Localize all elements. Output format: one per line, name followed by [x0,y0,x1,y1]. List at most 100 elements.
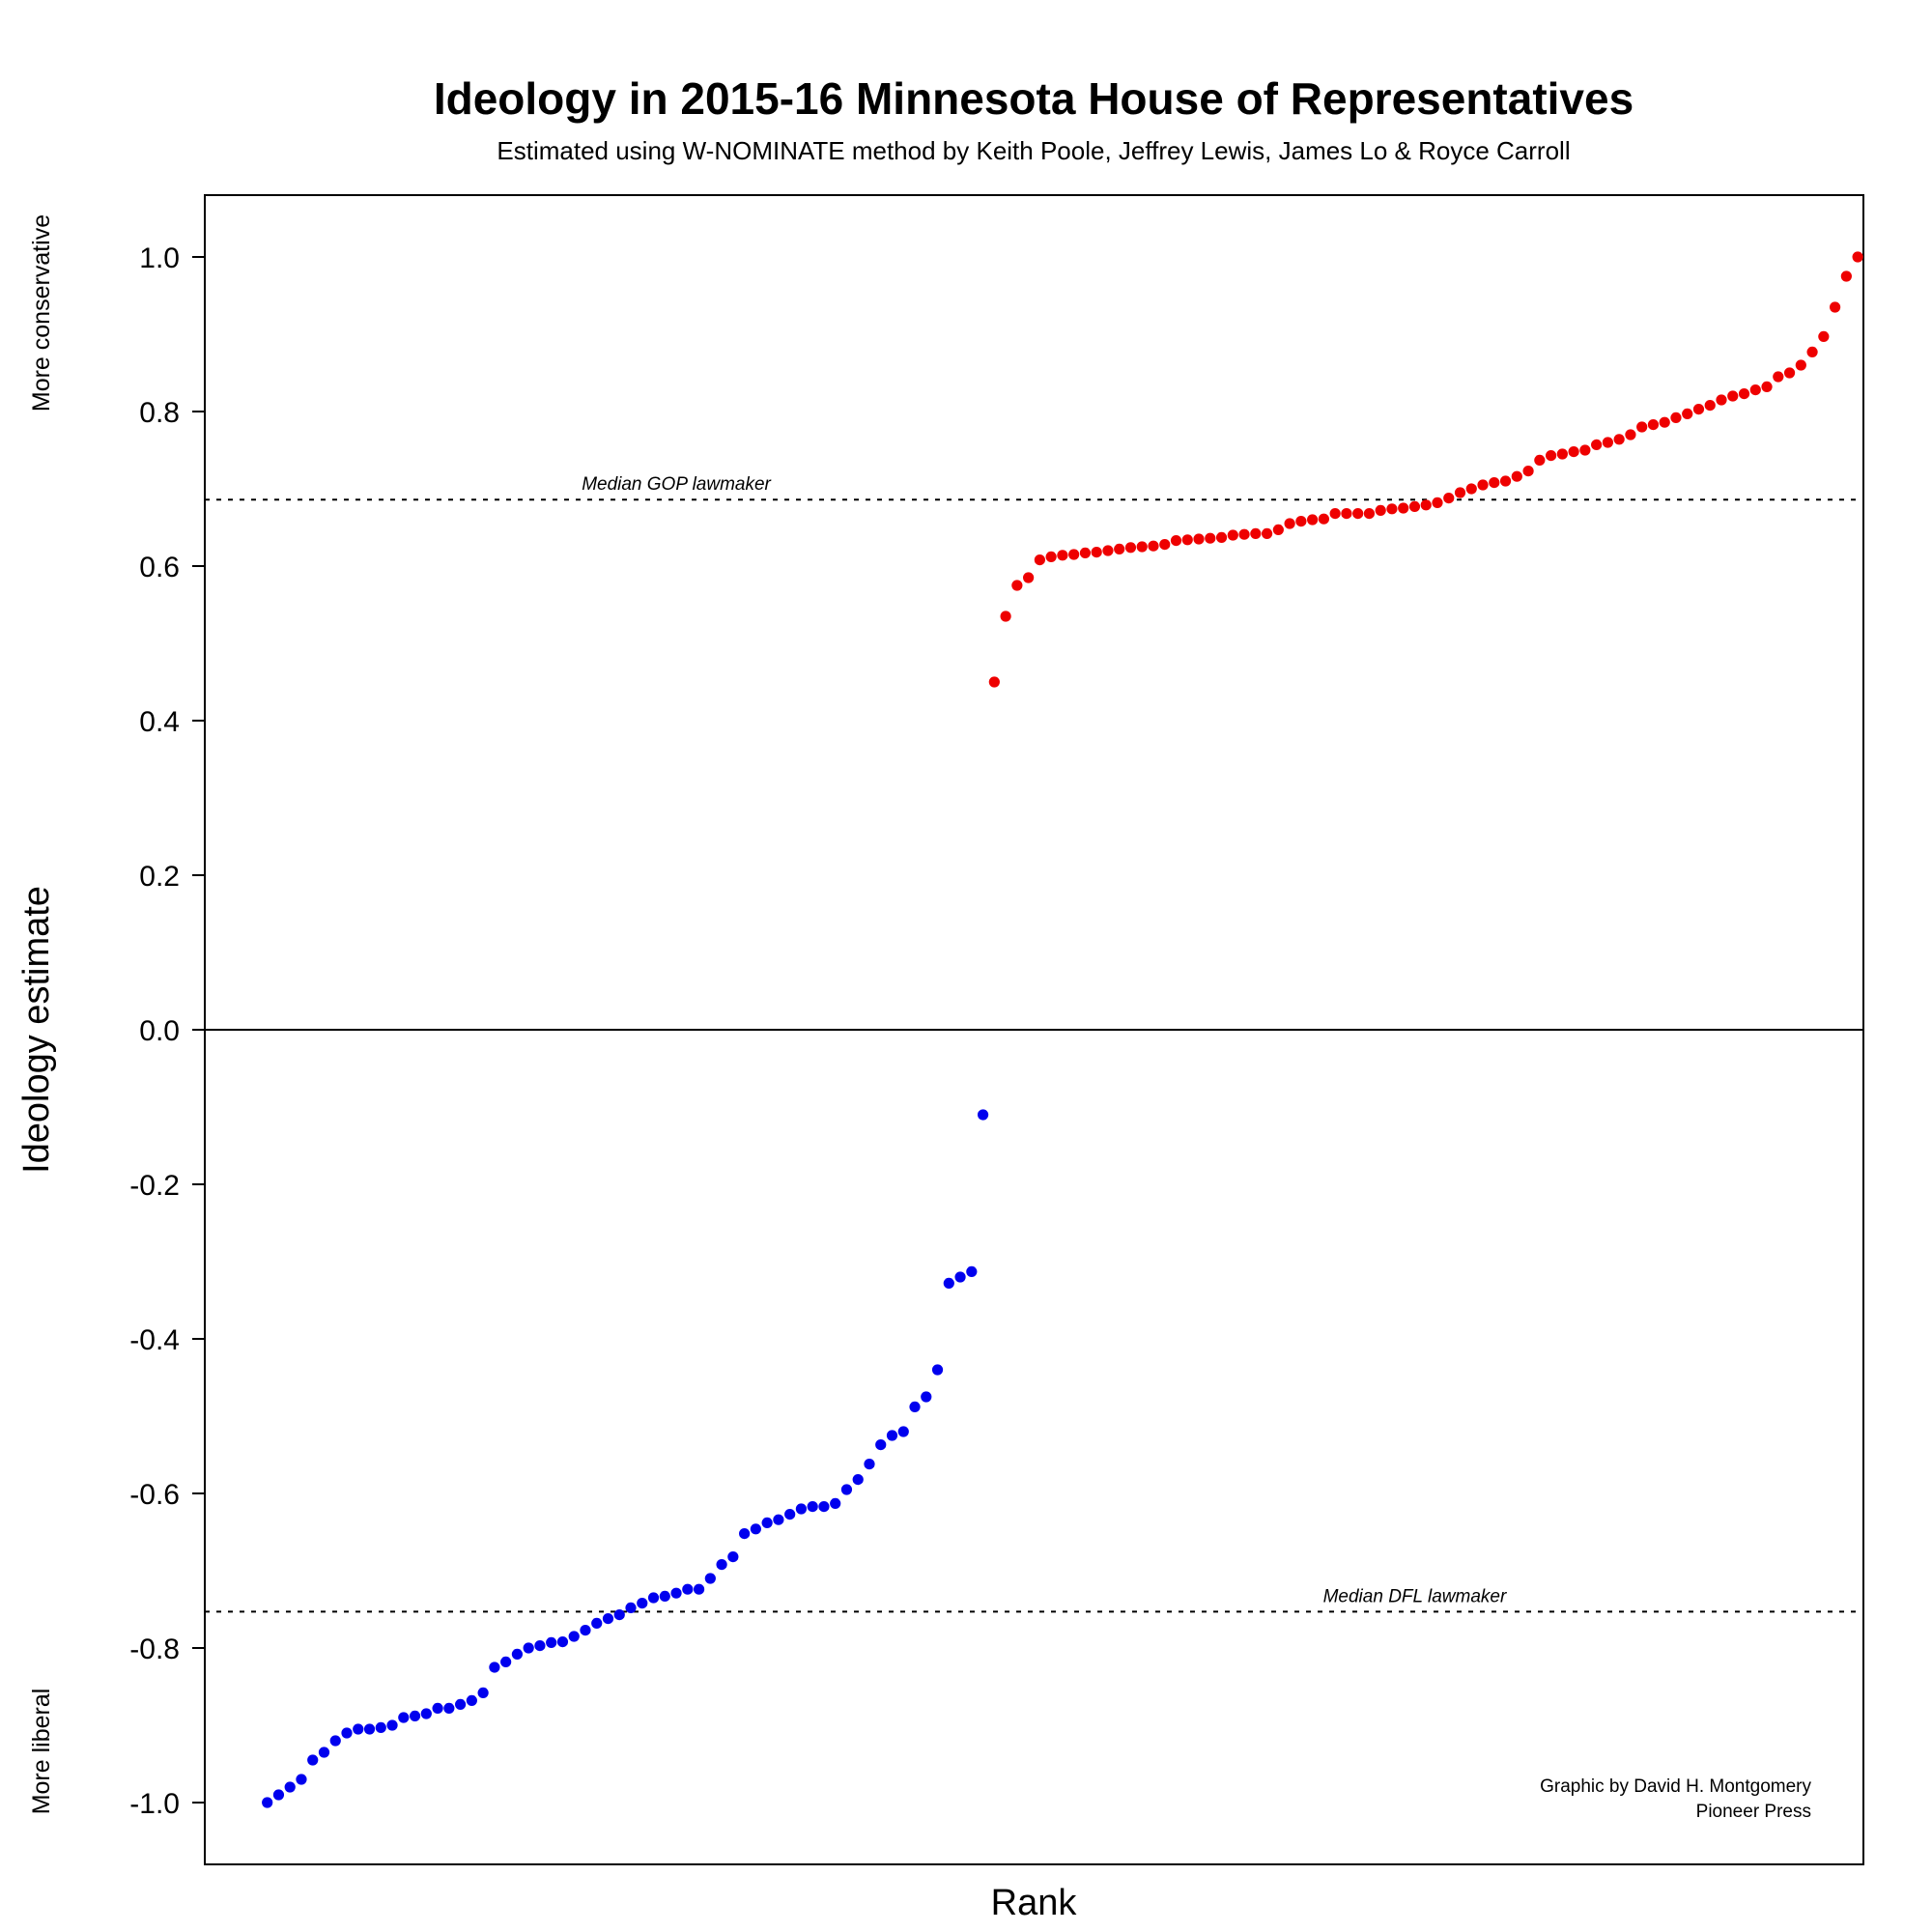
y-tick-label: 0.2 [139,861,180,893]
data-point [1682,408,1693,419]
data-point [1398,502,1409,514]
data-point [1238,528,1250,540]
data-point [1591,439,1603,450]
data-point [1556,448,1568,460]
data-point [1545,450,1557,462]
data-point [1068,549,1080,560]
data-point [1465,483,1477,495]
data-point [500,1656,512,1667]
data-point [1170,535,1182,547]
data-point [1124,542,1137,554]
data-point [1363,508,1376,520]
data-point [1704,400,1716,412]
data-point [727,1551,739,1563]
y-tick-label: 0.0 [139,1015,180,1047]
data-point [511,1648,524,1660]
data-point [647,1592,660,1604]
data-point [1727,390,1739,402]
data-point [1215,531,1228,544]
data-point [1511,470,1522,482]
data-point [1454,487,1466,498]
data-point [1261,527,1273,540]
data-point [1534,454,1546,466]
data-point [773,1514,784,1525]
data-point [682,1583,694,1595]
data-point [375,1721,386,1733]
data-point [1352,508,1364,520]
data-point [1193,533,1205,545]
data-point [864,1459,875,1470]
data-point [931,1364,944,1376]
data-point [1159,539,1171,551]
data-point [1716,394,1727,406]
data-point [1579,444,1591,456]
y-tick-label: 1.0 [139,242,180,274]
data-point [1625,429,1636,440]
reference-lines: Median GOP lawmaker Median DFL lawmaker [205,474,1863,1613]
data-point [613,1609,625,1621]
data-point [795,1503,808,1515]
y-tick-label: 0.4 [139,706,180,738]
data-point [739,1528,751,1540]
data-point [341,1727,353,1739]
data-point [1432,497,1443,509]
data-point [977,1109,989,1121]
data-point [1250,527,1262,540]
data-point [625,1602,637,1613]
y-axis-ticks: 1.0 0.8 0.6 0.4 0.2 0.0 -0.2 -0.4 -0.6 -0.8 -1.0 [129,242,205,1820]
data-point [1079,547,1092,559]
data-point [1761,381,1773,392]
data-point [693,1583,705,1595]
data-point [1568,446,1579,458]
data-point [489,1662,500,1673]
data-point [329,1735,341,1747]
data-point [386,1719,398,1731]
data-point [534,1640,546,1652]
data-point [1773,371,1784,383]
data-point [1272,524,1284,536]
data-point [659,1590,670,1602]
data-point [716,1559,727,1571]
data-point [1829,301,1841,313]
data-point [954,1271,966,1283]
data-point [1636,421,1648,433]
data-point [1114,543,1125,555]
data-point [1205,532,1216,544]
data-point [921,1391,932,1403]
data-point [318,1747,330,1758]
data-point [580,1625,591,1636]
data-point [852,1474,864,1486]
data-point [307,1754,319,1766]
data-point [591,1617,603,1629]
data-point [1057,550,1068,561]
data-point [1489,477,1500,489]
x-axis-label: Rank [991,1883,1078,1923]
data-point [546,1636,557,1648]
data-point [432,1702,443,1714]
data-point [1749,384,1761,396]
y-tick-label: -1.0 [129,1788,180,1820]
data-point [455,1698,467,1710]
data-point [272,1789,285,1801]
data-point [943,1277,954,1289]
data-point [704,1573,716,1584]
data-point [1795,359,1806,371]
data-point [818,1501,830,1513]
data-point [1499,475,1512,487]
data-point [1329,508,1341,520]
data-point [602,1613,614,1625]
data-point [262,1797,273,1808]
data-point [1443,492,1455,504]
data-point [637,1598,648,1609]
data-point [556,1636,569,1648]
data-point [1295,516,1307,527]
y-tick-label: -0.2 [129,1170,180,1202]
data-point [568,1631,580,1642]
data-point [1045,551,1057,563]
data-point [1227,529,1238,541]
data-point [1011,580,1023,591]
data-point [750,1523,761,1535]
data-point [909,1401,921,1412]
data-point [1659,416,1670,428]
